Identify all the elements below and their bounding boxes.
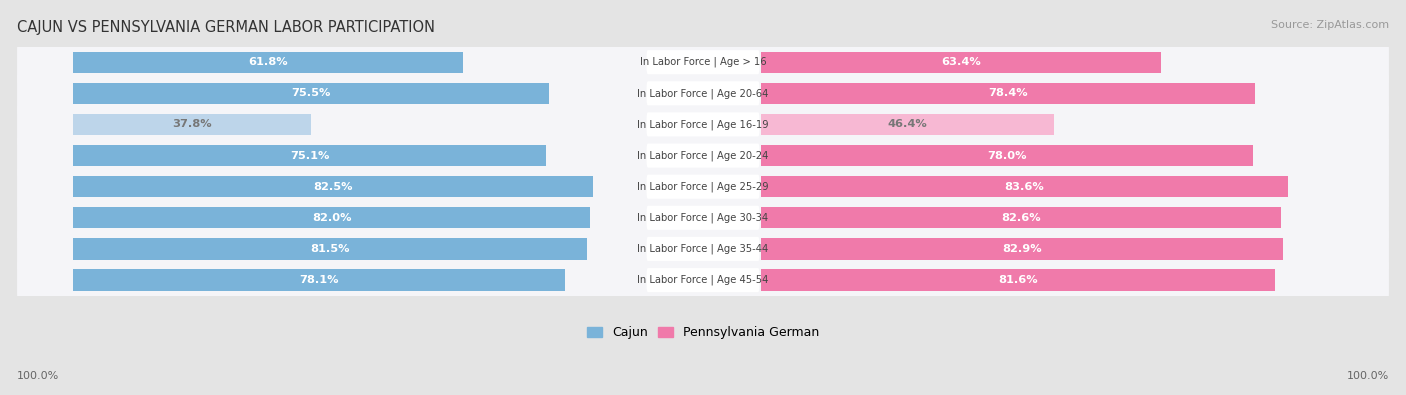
Bar	[73, 83, 548, 104]
FancyBboxPatch shape	[17, 134, 1389, 177]
FancyBboxPatch shape	[17, 41, 1389, 84]
Text: 82.5%: 82.5%	[314, 182, 353, 192]
Text: 83.6%: 83.6%	[1005, 182, 1045, 192]
FancyBboxPatch shape	[647, 237, 759, 261]
Bar	[762, 145, 1253, 166]
Bar	[762, 83, 1256, 104]
Text: In Labor Force | Age 20-64: In Labor Force | Age 20-64	[637, 88, 769, 98]
Bar	[73, 145, 547, 166]
Text: 37.8%: 37.8%	[173, 119, 212, 130]
FancyBboxPatch shape	[647, 50, 759, 74]
FancyBboxPatch shape	[17, 259, 1389, 301]
Bar	[762, 269, 1275, 291]
Text: 82.6%: 82.6%	[1001, 213, 1042, 223]
Text: In Labor Force | Age 20-24: In Labor Force | Age 20-24	[637, 150, 769, 161]
Bar	[762, 52, 1160, 73]
Text: 82.0%: 82.0%	[312, 213, 352, 223]
FancyBboxPatch shape	[647, 206, 759, 230]
FancyBboxPatch shape	[17, 103, 1389, 146]
Text: 61.8%: 61.8%	[249, 57, 288, 67]
Bar	[73, 52, 463, 73]
Bar	[73, 207, 589, 228]
Text: 81.6%: 81.6%	[998, 275, 1038, 285]
Text: In Labor Force | Age 35-44: In Labor Force | Age 35-44	[637, 244, 769, 254]
Text: 75.1%: 75.1%	[290, 150, 329, 160]
FancyBboxPatch shape	[647, 175, 759, 199]
Bar	[73, 238, 586, 260]
Text: Source: ZipAtlas.com: Source: ZipAtlas.com	[1271, 20, 1389, 30]
Text: 78.0%: 78.0%	[987, 150, 1026, 160]
FancyBboxPatch shape	[647, 112, 759, 136]
Text: In Labor Force | Age 30-34: In Labor Force | Age 30-34	[637, 213, 769, 223]
Text: CAJUN VS PENNSYLVANIA GERMAN LABOR PARTICIPATION: CAJUN VS PENNSYLVANIA GERMAN LABOR PARTI…	[17, 20, 434, 35]
FancyBboxPatch shape	[17, 165, 1389, 208]
Text: 63.4%: 63.4%	[941, 57, 981, 67]
Text: 81.5%: 81.5%	[311, 244, 350, 254]
Bar	[73, 114, 312, 135]
Bar	[73, 176, 593, 197]
Bar	[73, 269, 565, 291]
Text: In Labor Force | Age > 16: In Labor Force | Age > 16	[640, 57, 766, 68]
FancyBboxPatch shape	[17, 228, 1389, 271]
Text: 46.4%: 46.4%	[887, 119, 928, 130]
FancyBboxPatch shape	[17, 196, 1389, 239]
FancyBboxPatch shape	[647, 268, 759, 292]
Text: 100.0%: 100.0%	[17, 371, 59, 381]
Text: 78.4%: 78.4%	[988, 88, 1028, 98]
Bar	[762, 176, 1288, 197]
Text: In Labor Force | Age 45-54: In Labor Force | Age 45-54	[637, 275, 769, 285]
Legend: Cajun, Pennsylvania German: Cajun, Pennsylvania German	[582, 321, 824, 344]
Text: 82.9%: 82.9%	[1002, 244, 1042, 254]
Bar	[762, 238, 1284, 260]
Bar	[762, 207, 1281, 228]
Text: 78.1%: 78.1%	[299, 275, 339, 285]
FancyBboxPatch shape	[647, 143, 759, 167]
FancyBboxPatch shape	[17, 72, 1389, 115]
Text: 100.0%: 100.0%	[1347, 371, 1389, 381]
FancyBboxPatch shape	[647, 81, 759, 105]
Text: 75.5%: 75.5%	[291, 88, 330, 98]
Text: In Labor Force | Age 25-29: In Labor Force | Age 25-29	[637, 181, 769, 192]
Text: In Labor Force | Age 16-19: In Labor Force | Age 16-19	[637, 119, 769, 130]
Bar	[762, 114, 1053, 135]
